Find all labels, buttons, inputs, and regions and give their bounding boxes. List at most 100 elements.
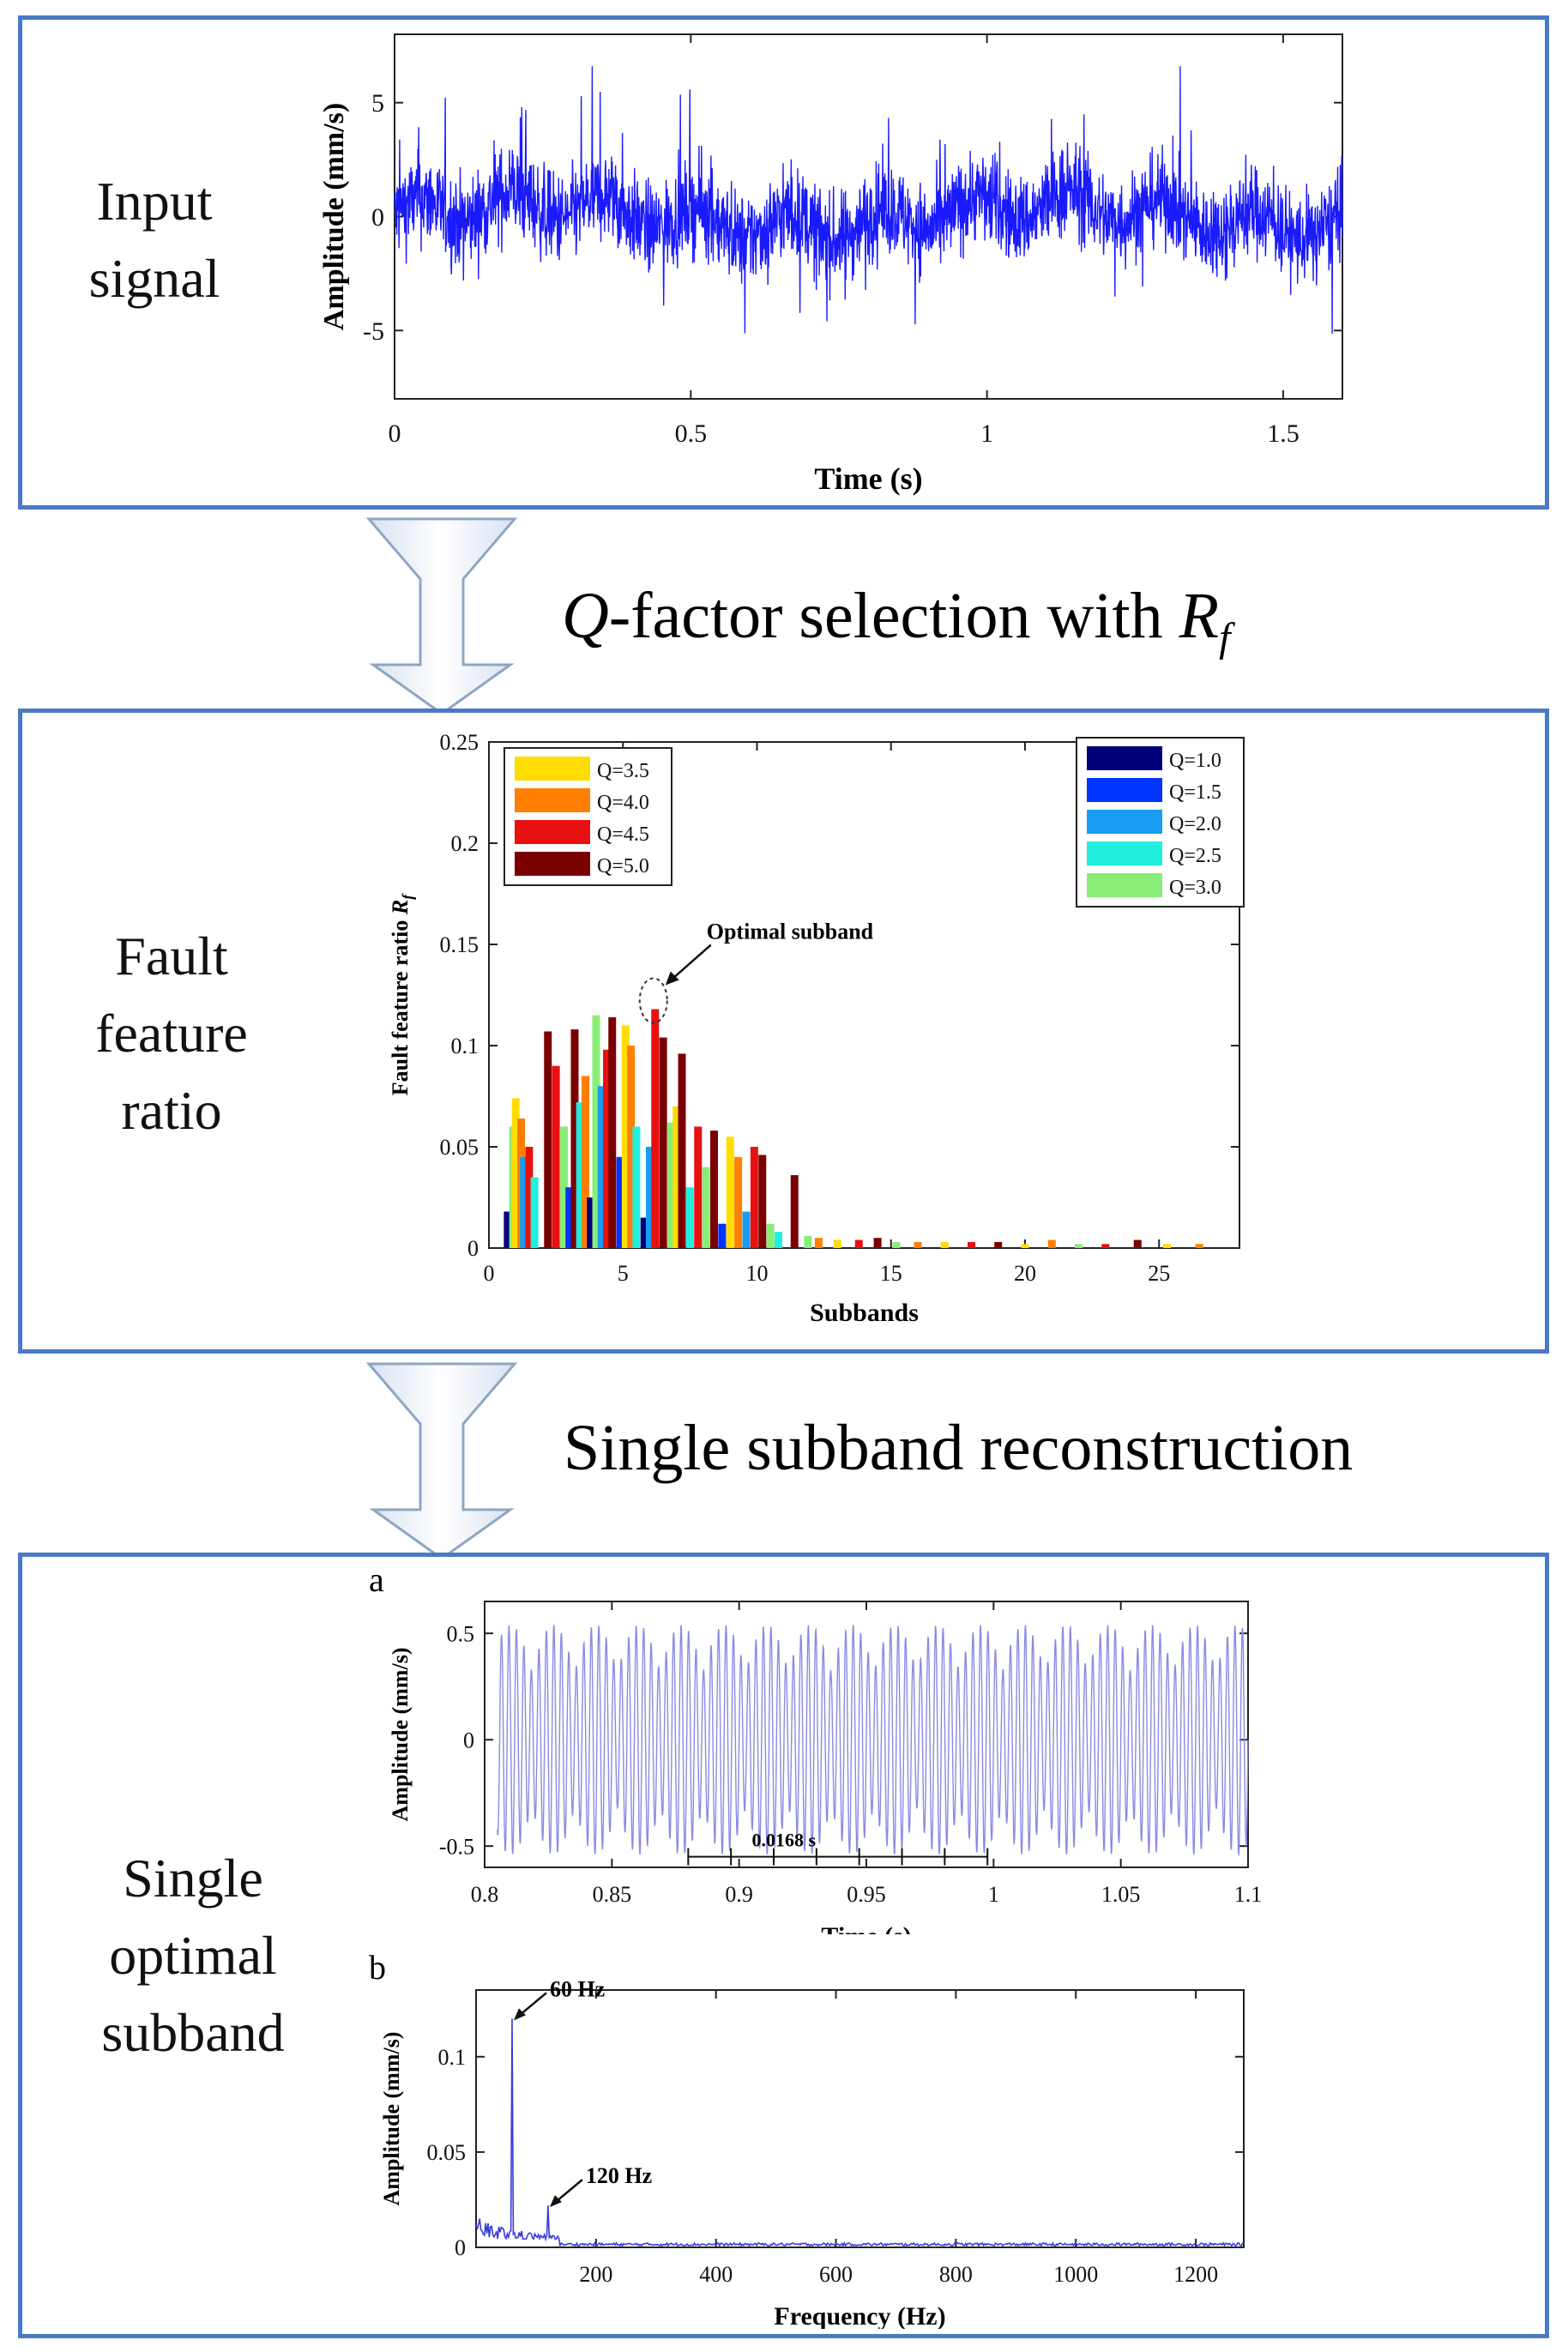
rf-bar: [1163, 1244, 1172, 1248]
x-tick-label: 1: [980, 419, 993, 448]
rf-bar: [616, 1156, 624, 1248]
rf-bar: [702, 1167, 710, 1248]
rf-bar: [627, 1046, 636, 1248]
rf-bar: [750, 1147, 758, 1248]
period-annotation: 0.0168 s: [752, 1830, 817, 1851]
x-axis-label: Frequency (Hz): [774, 2302, 945, 2329]
y-tick-label: 0.1: [451, 1034, 479, 1058]
down-arrow-icon: [365, 517, 518, 715]
rf-bar: [968, 1241, 975, 1248]
q-factor-step-label: Q-factor selection with Rf: [562, 580, 1231, 661]
y-tick-label: 0.1: [438, 2045, 467, 2070]
legend-entry-label: Q=4.5: [597, 823, 649, 846]
rf-bar: [565, 1187, 574, 1248]
legend-swatch: [1087, 746, 1162, 770]
input-signal-panel: [18, 15, 1549, 510]
x-axis-label: Time (s): [821, 1922, 911, 1934]
y-tick-label: 0: [463, 1728, 474, 1752]
rf-bar: [742, 1211, 751, 1248]
panel-tag: b: [369, 1948, 386, 1987]
rf-bar: [726, 1137, 734, 1248]
rf-bar: [873, 1238, 882, 1248]
rf-bar: [1101, 1244, 1110, 1248]
legend-entry-label: Q=2.5: [1169, 845, 1221, 867]
rf-bar: [603, 1049, 611, 1248]
rf-bar: [520, 1156, 528, 1248]
fault-feature-ratio-label: Fault feature ratio: [95, 926, 248, 1141]
rf-bar: [766, 1223, 775, 1248]
rf-bar: [576, 1102, 584, 1248]
fault-feature-ratio-chart: 0 5 10 15 20 25 0 0.05 0.1 0.15 0.2 0.25 Subbands Fau…: [388, 730, 1245, 1327]
x-tick-label: 5: [618, 1261, 629, 1286]
legend-swatch: [1087, 778, 1162, 802]
x-tick-label: 1000: [1053, 2262, 1098, 2287]
rf-bar: [659, 1037, 667, 1248]
x-tick-label: 0.8: [471, 1882, 499, 1907]
x-tick-label: 15: [880, 1261, 902, 1286]
rf-bar: [651, 1009, 660, 1248]
rf-bar: [530, 1177, 539, 1248]
legend-swatch: [515, 820, 590, 844]
x-tick-label: 10: [746, 1261, 769, 1286]
rf-bar: [814, 1238, 823, 1248]
rf-bar: [790, 1175, 799, 1248]
y-tick-label: 0.5: [447, 1621, 475, 1646]
rf-bar: [1133, 1239, 1142, 1248]
rf-bar: [710, 1131, 718, 1248]
rf-bar: [734, 1156, 743, 1248]
subband-time-line: [497, 1625, 1249, 1857]
subband-time-chart: 0.8 0.85 0.9 0.95 1 1.05 1.1 0.5 0 -0.5 Time (s) a A…: [369, 1560, 1262, 1934]
legend-entry-label: Q=1.0: [1169, 750, 1221, 772]
x-tick-label: 1.5: [1267, 419, 1300, 448]
panel-tag: a: [369, 1560, 384, 1599]
y-tick-label: 0: [455, 2235, 466, 2260]
legend-entry-label: Q=1.5: [1169, 781, 1221, 804]
plot-frame: [475, 1989, 1245, 2248]
rf-bar: [544, 1031, 552, 1248]
subband-spectrum-chart: 200 400 600 800 1000 1200 0.1 0.05 0 Frequency (H…: [369, 1948, 1245, 2329]
rf-bar: [511, 1098, 520, 1248]
legend-entry-label: Q=5.0: [597, 855, 649, 877]
rf-bar: [694, 1126, 703, 1248]
down-arrow-icon: [365, 1362, 518, 1560]
legend-swatch: [1087, 810, 1162, 834]
fault-feature-ratio-panel: [18, 709, 1549, 1354]
rf-bar: [1075, 1244, 1083, 1248]
x-tick-label: 0.9: [725, 1882, 753, 1907]
x-axis-label: Subbands: [810, 1299, 919, 1327]
x-tick-label: 200: [579, 2262, 612, 2287]
x-tick-label: 800: [939, 2262, 973, 2287]
y-axis-label: Amplitude (mm/s): [388, 1648, 413, 1822]
rf-bar: [672, 1106, 681, 1248]
peak-label: 120 Hz: [586, 2163, 652, 2188]
input-signal-chart: 0 0.5 1 1.5 5 0 -5 Time (s) Amplitude (mm/s): [318, 33, 1343, 496]
rf-bar: [560, 1126, 568, 1248]
peak-arrowhead: [549, 2195, 562, 2208]
rf-bar: [678, 1053, 686, 1248]
legend-entry-label: Q=4.0: [597, 792, 649, 814]
rf-bar: [587, 1197, 595, 1248]
y-axis-label-text: Fault feature ratio: [388, 914, 413, 1095]
x-axis-label: Time (s): [814, 461, 922, 496]
rf-bar: [1021, 1244, 1029, 1248]
rf-bar: [621, 1025, 630, 1248]
legend-swatch: [515, 852, 590, 876]
x-tick-label: 20: [1014, 1261, 1036, 1286]
x-tick-label: 400: [699, 2262, 733, 2287]
rf-bar: [994, 1241, 1003, 1248]
y-tick-label: 5: [371, 89, 384, 118]
legend-entry-label: Q=3.0: [1169, 877, 1221, 899]
x-tick-label: 600: [819, 2262, 853, 2287]
rf-bar: [632, 1126, 641, 1248]
y-tick-label: 0.25: [440, 730, 479, 755]
y-axis-label-sub: f: [399, 893, 416, 900]
y-tick-label: 0: [371, 203, 384, 232]
rf-bar: [1047, 1239, 1056, 1248]
reconstruction-step-label: Single subband reconstruction: [564, 1412, 1354, 1484]
x-tick-label: 0: [389, 419, 401, 448]
y-axis-label: Amplitude (mm/s): [379, 2032, 404, 2206]
peak-arrowhead: [513, 2008, 526, 2021]
x-tick-label: 25: [1148, 1261, 1170, 1286]
rf-bar: [570, 1029, 579, 1248]
rf-bar: [582, 1076, 589, 1248]
